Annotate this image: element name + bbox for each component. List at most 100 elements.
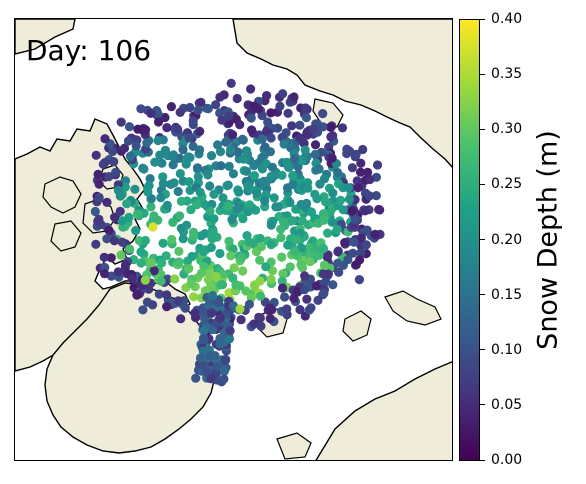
snow-depth-point xyxy=(224,161,234,171)
snow-depth-point xyxy=(333,258,343,268)
snow-depth-point xyxy=(124,122,135,132)
snow-depth-point xyxy=(312,194,322,204)
snow-depth-point xyxy=(191,373,201,383)
snow-depth-point xyxy=(136,104,146,114)
snow-depth-point xyxy=(243,181,253,191)
snow-depth-point xyxy=(244,237,254,247)
snow-depth-point xyxy=(277,252,287,262)
snow-depth-point xyxy=(175,169,185,179)
snow-depth-point xyxy=(150,157,160,167)
snow-depth-point xyxy=(323,228,333,238)
snow-depth-point xyxy=(282,304,292,314)
snow-depth-point xyxy=(141,125,151,135)
snow-depth-point xyxy=(295,133,305,143)
snow-depth-point xyxy=(319,288,329,298)
snow-depth-point xyxy=(223,201,233,212)
snow-depth-point xyxy=(175,107,185,117)
snow-depth-point xyxy=(117,216,127,226)
snow-depth-point xyxy=(140,235,150,246)
snow-depth-point xyxy=(215,108,225,118)
snow-depth-point xyxy=(183,264,194,274)
snow-depth-point xyxy=(235,304,245,314)
snow-depth-point xyxy=(333,247,343,257)
snow-depth-point xyxy=(184,133,194,143)
snow-depth-point xyxy=(321,277,331,287)
snow-depth-point xyxy=(318,122,328,132)
snow-depth-point xyxy=(183,152,193,162)
snow-depth-point xyxy=(195,187,205,197)
snow-depth-point xyxy=(276,233,286,243)
snow-depth-point xyxy=(287,216,298,226)
snow-depth-point xyxy=(162,123,172,133)
snow-depth-point xyxy=(328,280,338,290)
snow-depth-point xyxy=(154,289,164,299)
snow-depth-point xyxy=(162,302,172,312)
snow-depth-point xyxy=(277,276,287,286)
snow-depth-point xyxy=(196,268,207,278)
snow-depth-point xyxy=(310,140,321,150)
colorbar-tick-label: 0.20 xyxy=(491,231,523,248)
snow-depth-point xyxy=(127,274,137,284)
snow-depth-point xyxy=(206,151,217,161)
snow-depth-point xyxy=(219,366,229,376)
snow-depth-point xyxy=(236,315,246,325)
snow-depth-point xyxy=(291,234,302,244)
snow-depth-point xyxy=(102,197,112,207)
snow-depth-point xyxy=(123,136,133,146)
snow-depth-point xyxy=(187,251,197,262)
snow-depth-point xyxy=(211,368,222,378)
snow-depth-point xyxy=(267,162,277,172)
snow-depth-point xyxy=(176,196,186,206)
snow-depth-point xyxy=(217,280,228,290)
snow-depth-point xyxy=(318,243,329,254)
snow-depth-point xyxy=(328,188,338,198)
snow-depth-point xyxy=(139,164,149,174)
snow-depth-point xyxy=(138,305,148,315)
snow-depth-point xyxy=(167,234,177,245)
snow-depth-point xyxy=(175,211,185,221)
snow-depth-point xyxy=(147,258,157,268)
snow-depth-point xyxy=(153,109,163,119)
snow-depth-point xyxy=(222,181,232,191)
snow-depth-point xyxy=(129,283,139,293)
snow-depth-point xyxy=(157,158,167,168)
snow-depth-point xyxy=(196,97,206,107)
snow-depth-point xyxy=(195,126,205,136)
snow-depth-point xyxy=(224,334,235,344)
snow-depth-point xyxy=(295,305,305,315)
snow-depth-point xyxy=(348,248,358,258)
snow-depth-point xyxy=(174,257,184,267)
snow-depth-point xyxy=(209,189,219,199)
snow-depth-point xyxy=(314,164,324,174)
snow-depth-point xyxy=(347,163,357,173)
snow-depth-point xyxy=(289,154,299,164)
snow-depth-point xyxy=(266,108,276,118)
snow-depth-point xyxy=(279,139,289,149)
colorbar-tick xyxy=(480,459,485,461)
snow-depth-point xyxy=(263,117,273,127)
snow-depth-point xyxy=(94,214,104,224)
snow-depth-point xyxy=(224,118,234,128)
snow-depth-point xyxy=(131,141,141,151)
snow-depth-point xyxy=(262,91,272,101)
snow-depth-point xyxy=(252,188,262,198)
snow-depth-point xyxy=(109,236,119,246)
snow-depth-point xyxy=(130,184,140,194)
snow-depth-point xyxy=(225,326,235,336)
land-greenland xyxy=(44,282,216,454)
snow-depth-point xyxy=(186,205,196,215)
snow-depth-point xyxy=(146,108,156,118)
snow-depth-point xyxy=(370,229,380,239)
snow-depth-point xyxy=(153,135,163,146)
snow-depth-point xyxy=(107,146,118,157)
snow-depth-point xyxy=(276,224,286,234)
snow-depth-point xyxy=(116,117,126,127)
snow-depth-point xyxy=(208,325,218,335)
snow-depth-point xyxy=(94,192,104,203)
snow-depth-point xyxy=(273,202,283,212)
snow-depth-point xyxy=(300,145,310,155)
snow-depth-point xyxy=(142,138,152,148)
snow-depth-point xyxy=(206,308,216,318)
snow-depth-point xyxy=(246,113,256,123)
land-island xyxy=(312,98,344,128)
